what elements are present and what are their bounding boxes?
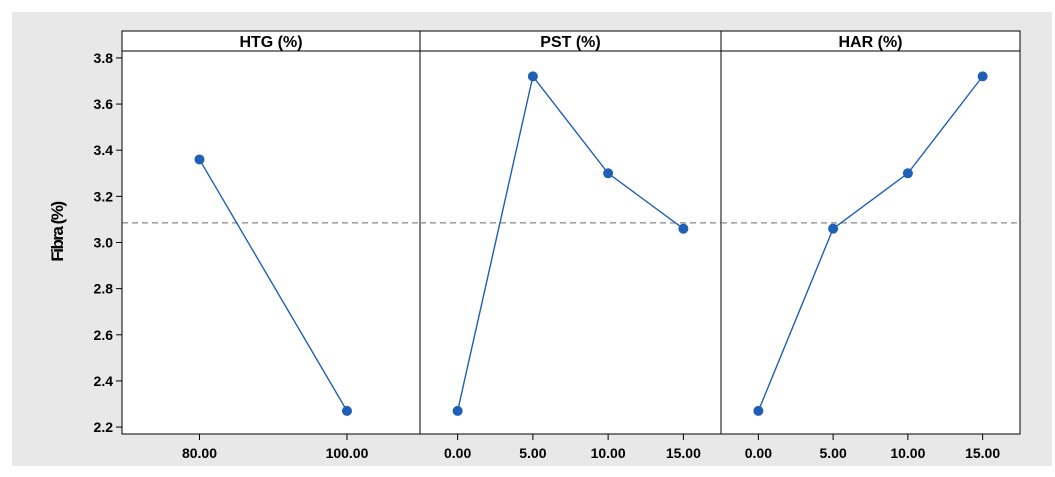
- y-tick-label: 2.8: [94, 281, 114, 297]
- x-tick-label: 15.00: [965, 445, 1000, 461]
- data-point: [452, 405, 463, 416]
- data-point: [753, 405, 764, 416]
- x-tick-label: 5.00: [519, 445, 546, 461]
- y-tick-label: 3.8: [94, 50, 114, 66]
- x-tick-label: 0.00: [444, 445, 471, 461]
- data-point: [828, 223, 839, 234]
- panel-title: PST (%): [540, 34, 600, 51]
- x-tick-label: 15.00: [666, 445, 701, 461]
- y-tick-label: 3.2: [94, 188, 114, 204]
- y-tick-label: 3.0: [94, 235, 114, 251]
- series-line: [198, 159, 348, 412]
- panel-3: HAR (%) 0.00 5.00 10.00 15.00: [720, 30, 1021, 461]
- data-point: [678, 223, 689, 234]
- data-point: [341, 405, 352, 416]
- x-tick-label: 80.00: [182, 445, 217, 461]
- panel-1: HTG (%) 80.00 100.00: [121, 30, 421, 461]
- panel-strip: [720, 30, 1021, 52]
- data-point: [527, 71, 538, 82]
- x-tick-label: 0.00: [745, 445, 772, 461]
- x-tick-label: 100.00: [326, 445, 369, 461]
- data-point: [603, 168, 614, 179]
- panel-2: PST (%) 0.00 5.00 10.00 15.00: [419, 30, 722, 461]
- x-tick-label: 10.00: [890, 445, 925, 461]
- x-tick-label: 5.00: [820, 445, 847, 461]
- data-point: [194, 154, 205, 165]
- data-point: [902, 168, 913, 179]
- data-point: [977, 71, 988, 82]
- panel-plot-area: [720, 50, 1021, 435]
- series-line: [456, 74, 684, 412]
- panel-title: HAR (%): [839, 34, 903, 51]
- y-axis-label: Fibra (%): [48, 202, 67, 262]
- y-tick-label: 2.6: [94, 327, 114, 343]
- y-tick-label: 2.2: [94, 419, 114, 435]
- series-line: [757, 75, 984, 412]
- panel-plot-area: [419, 50, 722, 435]
- y-tick-label: 3.4: [94, 142, 114, 158]
- x-tick-label: 10.00: [591, 445, 626, 461]
- y-tick-label: 2.4: [94, 373, 114, 389]
- y-tick-label: 3.6: [94, 96, 114, 112]
- panel-plot-area: [121, 50, 421, 435]
- panel-title: HTG (%): [239, 34, 302, 51]
